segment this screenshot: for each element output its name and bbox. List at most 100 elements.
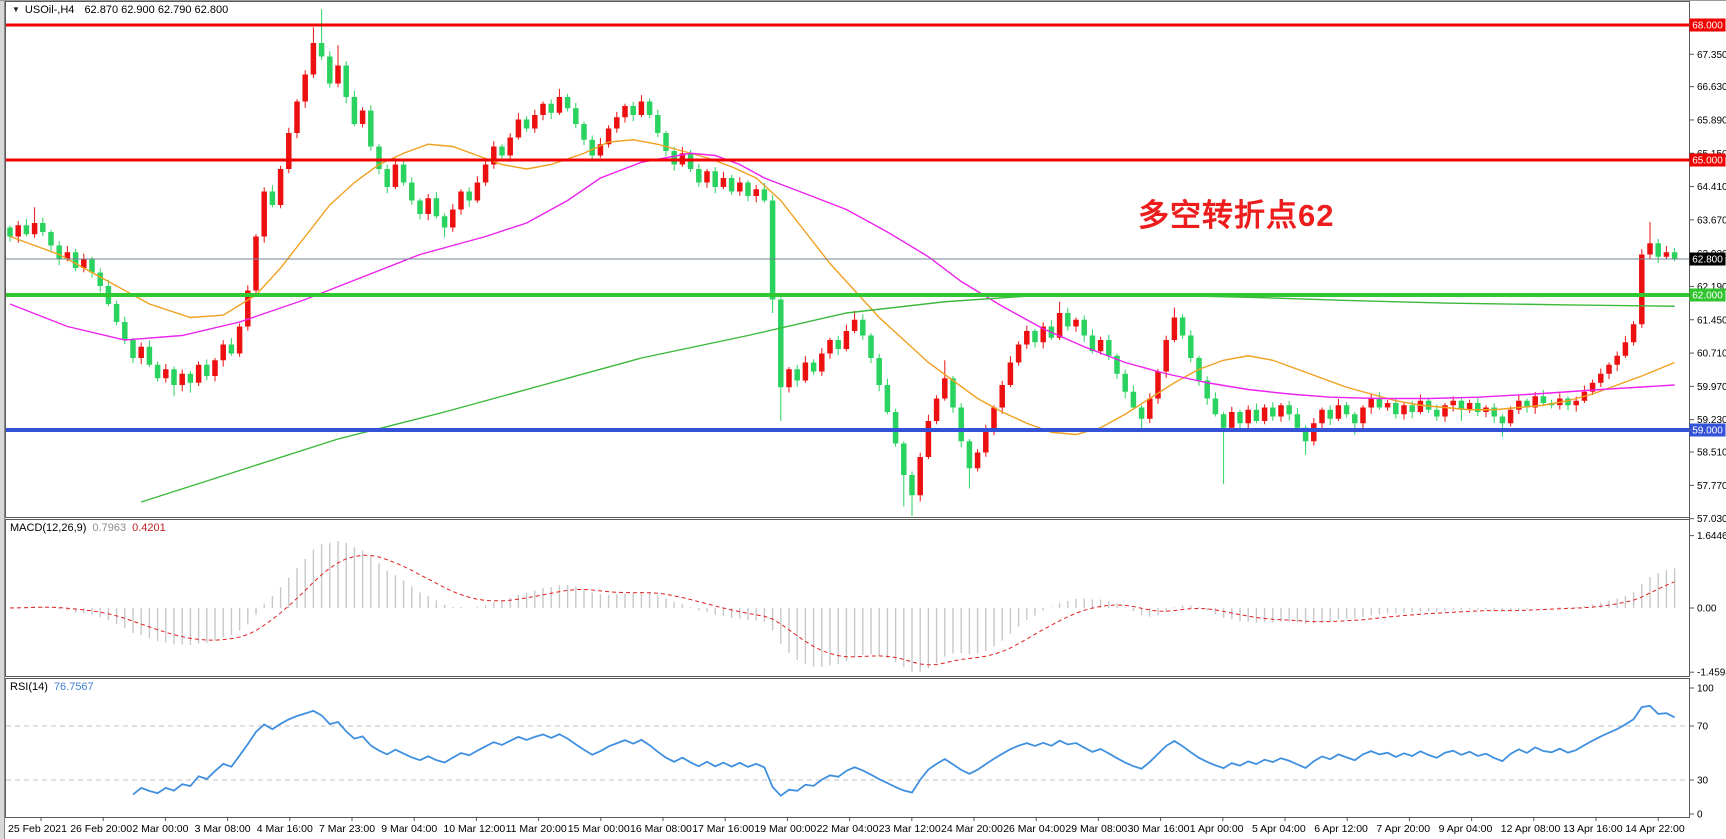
candle-bearish (1327, 409, 1333, 419)
candle-bullish (1245, 409, 1251, 424)
price-badge (1689, 252, 1726, 266)
rsi-tick-label: 0 (1697, 810, 1703, 821)
price-badge (1689, 18, 1726, 32)
candle-bearish (573, 108, 579, 124)
candle-bullish (1630, 324, 1637, 343)
candle-bullish (236, 326, 243, 354)
candle-bearish (1089, 335, 1096, 352)
candle-bullish (1171, 317, 1178, 340)
rsi-value: 76.7567 (53, 681, 94, 693)
candle-bearish (351, 97, 358, 124)
candle-bearish (466, 191, 472, 201)
candle-bullish (1450, 400, 1456, 406)
macd-signal-line (9, 554, 1675, 666)
candle-bullish (1155, 371, 1161, 399)
candle-bullish (622, 106, 628, 118)
candle-bearish (1655, 243, 1661, 257)
candle-bearish (523, 119, 530, 129)
chart-text-annotation[interactable]: 多空转折点62 (1138, 198, 1335, 233)
candle-bearish (901, 443, 907, 475)
candle-bearish (1475, 403, 1481, 412)
candle-bearish (376, 146, 382, 169)
candle-bearish (1204, 380, 1210, 399)
candle-bearish (48, 232, 54, 246)
candle-bullish (15, 225, 21, 237)
macd-signal-value: 0.4201 (132, 522, 166, 534)
time-tick-label: 4 Mar 16:00 (257, 823, 313, 835)
candle-bearish (113, 304, 120, 322)
time-tick-label: 13 Apr 16:00 (1563, 823, 1623, 835)
candle-bearish (810, 362, 817, 372)
candle-bullish (1278, 405, 1284, 417)
candle-bullish (1589, 382, 1596, 392)
candle-bullish (1097, 340, 1104, 352)
price-tick-label: 66.630 (1697, 82, 1726, 93)
candle-bullish (64, 252, 71, 259)
candle-bearish (630, 106, 636, 115)
symbol-title-bar: ▼ USOil-,H4 62.870 62.900 62.790 62.800 (12, 4, 228, 16)
candle-bullish (458, 191, 464, 210)
main-price-pane (6, 9, 1689, 516)
time-tick-label: 23 Mar 12:00 (879, 823, 941, 835)
candle-bullish (1442, 405, 1448, 417)
candle-bullish (974, 452, 981, 469)
candle-bullish (1007, 362, 1014, 385)
price-badge-label: 62.800 (1692, 255, 1723, 266)
macd-pane (9, 541, 1676, 672)
candle-bearish (97, 272, 103, 286)
candle-bearish (581, 124, 587, 140)
ohlc-quote-label: 62.870 62.900 62.790 62.800 (84, 4, 229, 16)
rsi-indicator-label: RSI(14) 76.7567 (10, 681, 94, 693)
candle-bearish (1065, 313, 1071, 327)
candle-bearish (1458, 400, 1465, 410)
candle-bearish (646, 101, 653, 115)
candle-bullish (1401, 405, 1407, 415)
candle-bearish (433, 198, 440, 217)
candle-bullish (1319, 409, 1325, 424)
price-tick-label: 58.510 (1697, 448, 1726, 459)
candle-bullish (532, 115, 538, 129)
chevron-down-icon[interactable]: ▼ (12, 5, 20, 14)
candle-bearish (1434, 409, 1440, 417)
candle-bullish (335, 65, 341, 84)
candle-bullish (1614, 355, 1620, 365)
candle-bearish (72, 252, 79, 268)
rsi-line (132, 704, 1676, 797)
candle-bearish (1343, 405, 1350, 415)
candle-bearish (663, 133, 669, 151)
candle-bearish (56, 245, 62, 259)
candle-bullish (843, 331, 850, 349)
time-tick-label: 7 Apr 20:00 (1376, 823, 1430, 835)
macd-tick-label: 0.00 (1697, 604, 1717, 615)
candle-bearish (1081, 319, 1087, 336)
candle-bullish (720, 178, 727, 187)
candle-bullish (1073, 319, 1079, 327)
time-tick-label: 10 Mar 12:00 (443, 823, 505, 835)
candle-bearish (417, 200, 423, 214)
candle-bullish (1024, 331, 1030, 345)
candle-bullish (220, 344, 226, 361)
candle-bearish (499, 146, 505, 156)
candle-bullish (1507, 409, 1514, 424)
time-tick-label: 6 Apr 12:00 (1314, 823, 1368, 835)
candle-bullish (1163, 340, 1169, 372)
candle-bearish (122, 322, 128, 340)
candle-bullish (1040, 326, 1046, 343)
candle-bearish (1188, 335, 1194, 358)
price-tick-label: 57.030 (1697, 514, 1726, 525)
candle-bearish (1352, 414, 1358, 424)
candle-bullish (704, 171, 710, 183)
candle-bullish (507, 137, 513, 156)
candle-bullish (450, 209, 456, 228)
candle-bearish (269, 191, 276, 205)
price-badge-label: 68.000 (1692, 21, 1723, 32)
time-tick-label: 9 Apr 04:00 (1439, 823, 1493, 835)
time-tick-label: 12 Apr 08:00 (1501, 823, 1561, 835)
macd-tick-label: -1.4594 (1697, 668, 1726, 679)
candle-bearish (745, 182, 751, 196)
candle-bearish (146, 346, 153, 365)
candle-bearish (655, 115, 661, 133)
candle-bearish (1122, 373, 1128, 392)
